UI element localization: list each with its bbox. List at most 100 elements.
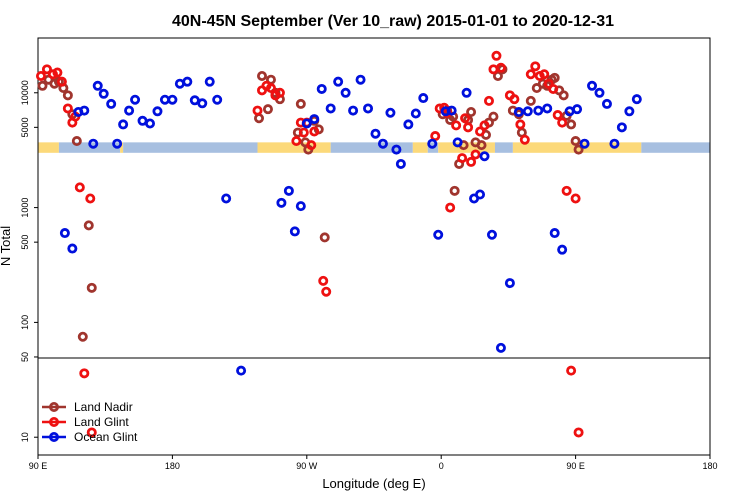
point-ocean-glint — [325, 103, 336, 114]
point-ocean-glint — [67, 243, 78, 254]
point-ocean-glint — [112, 138, 123, 149]
point-land-nadir — [570, 136, 581, 147]
y-tick-label: 50 — [20, 352, 30, 362]
point-ocean-glint — [118, 119, 129, 130]
point-ocean-glint — [88, 138, 99, 149]
point-ocean-glint — [370, 128, 381, 139]
plot-frame — [37, 37, 711, 456]
point-land-nadir — [254, 113, 265, 124]
y-axis-label: N Total — [0, 226, 13, 266]
point-ocean-glint — [152, 106, 163, 117]
land-ocean-band — [38, 142, 710, 153]
point-ocean-glint — [289, 226, 300, 237]
point-land-glint — [570, 193, 581, 204]
point-ocean-glint — [348, 105, 359, 116]
point-ocean-glint — [385, 107, 396, 118]
point-ocean-glint — [631, 94, 642, 105]
point-land-glint — [539, 69, 550, 80]
legend-label: Land Nadir — [74, 400, 133, 414]
point-ocean-glint — [461, 87, 472, 98]
point-land-nadir — [319, 232, 330, 243]
point-land-glint — [52, 67, 63, 78]
point-land-nadir — [488, 111, 499, 122]
point-land-glint — [515, 119, 526, 130]
legend-swatch-marker — [49, 431, 60, 442]
legend-item-land-nadir: Land Nadir — [42, 400, 133, 414]
point-land-glint — [566, 365, 577, 376]
point-land-glint — [479, 120, 490, 131]
point-ocean-glint — [609, 138, 620, 149]
point-land-glint — [265, 83, 276, 94]
point-land-glint — [466, 156, 477, 167]
point-ocean-glint — [309, 114, 320, 125]
point-land-glint — [561, 185, 572, 196]
point-ocean-glint — [92, 80, 103, 91]
point-ocean-glint — [594, 87, 605, 98]
point-land-glint — [475, 126, 486, 137]
point-ocean-glint — [624, 106, 635, 117]
legend-swatch-marker — [49, 401, 60, 412]
y-tick-label: 10 — [20, 432, 30, 442]
point-ocean-glint — [418, 93, 429, 104]
point-land-glint — [74, 182, 85, 193]
point-land-glint — [41, 64, 52, 75]
point-ocean-glint — [130, 94, 141, 105]
point-ocean-glint — [283, 185, 294, 196]
point-land-glint — [491, 50, 502, 61]
point-ocean-glint — [452, 137, 463, 148]
point-land-glint — [306, 140, 317, 151]
point-ocean-glint — [549, 228, 560, 239]
point-land-nadir — [549, 72, 560, 83]
point-land-nadir — [295, 98, 306, 109]
point-land-glint — [463, 122, 474, 133]
point-land-glint — [298, 127, 309, 138]
point-land-glint — [557, 117, 568, 128]
point-ocean-glint — [579, 138, 590, 149]
band-segment-ocean — [641, 142, 710, 153]
point-ocean-glint — [59, 228, 70, 239]
band-segment-land — [412, 142, 428, 153]
point-land-glint — [525, 69, 536, 80]
band-segment-ocean — [494, 142, 513, 153]
point-land-glint — [35, 71, 46, 82]
point-land-glint — [530, 61, 541, 72]
point-land-glint — [291, 136, 302, 147]
point-land-nadir — [77, 331, 88, 342]
y-tick-label: 10000 — [20, 80, 30, 105]
band-segment-land — [257, 142, 331, 153]
point-ocean-glint — [475, 189, 486, 200]
point-land-glint — [430, 131, 441, 142]
chart-title: 40N-45N September (Ver 10_raw) 2015-01-0… — [172, 13, 614, 30]
band-segment-ocean — [330, 142, 413, 153]
point-ocean-glint — [167, 94, 178, 105]
point-ocean-glint — [479, 151, 490, 162]
x-axis-label: Longitude (deg E) — [322, 476, 425, 491]
point-ocean-glint — [144, 118, 155, 129]
band-segment-ocean — [58, 142, 121, 153]
point-ocean-glint — [410, 108, 421, 119]
point-ocean-glint — [504, 278, 515, 289]
point-land-glint — [519, 134, 530, 145]
point-land-glint — [252, 105, 263, 116]
point-ocean-glint — [236, 365, 247, 376]
point-land-nadir — [71, 136, 82, 147]
point-ocean-glint — [587, 80, 598, 91]
point-land-glint — [548, 83, 559, 94]
point-land-glint — [460, 113, 471, 124]
legend-item-land-glint: Land Glint — [42, 415, 129, 429]
point-land-glint — [56, 76, 67, 87]
point-land-glint — [62, 103, 73, 114]
point-land-glint — [274, 87, 285, 98]
x-axis: 90 E 180 90 W 0 90 E 180 — [29, 455, 718, 471]
point-ocean-glint — [276, 197, 287, 208]
point-ocean-glint — [355, 74, 366, 85]
point-ocean-glint — [301, 118, 312, 129]
point-ocean-glint — [513, 107, 524, 118]
point-land-nadir — [86, 282, 97, 293]
x-tick-label: 90 E — [29, 461, 48, 471]
point-land-glint — [318, 275, 329, 286]
point-ocean-glint — [557, 244, 568, 255]
point-land-glint — [451, 120, 462, 131]
point-ocean-glint — [572, 104, 583, 115]
point-land-nadir — [558, 90, 569, 101]
